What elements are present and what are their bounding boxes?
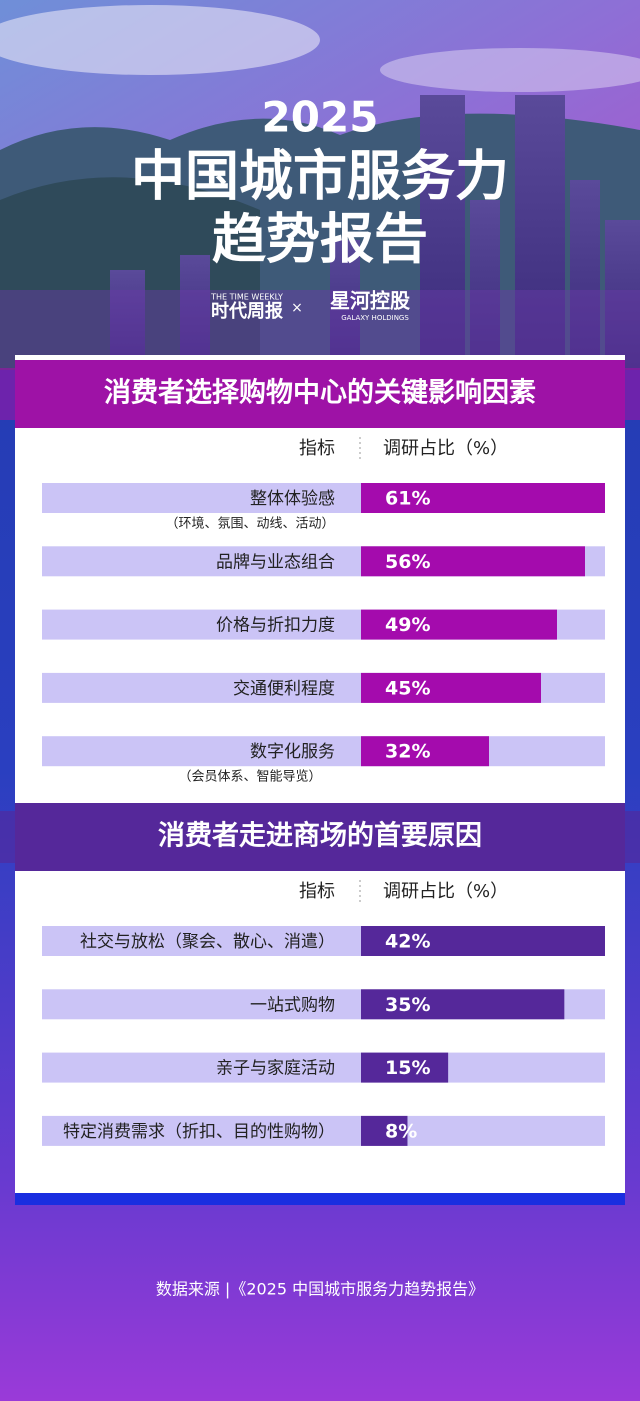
logo-separator: × <box>291 300 303 316</box>
cloud <box>0 5 320 75</box>
column-header: 调研占比（%） <box>383 881 508 902</box>
bar <box>361 1115 408 1146</box>
logo: 时代周报 <box>211 300 283 322</box>
category-label: 社交与放松（聚会、散心、消遣） <box>80 932 335 952</box>
category-label: 亲子与家庭活动 <box>216 1059 335 1079</box>
title-band <box>15 360 625 428</box>
logo-en: GALAXY HOLDINGS <box>341 314 409 322</box>
column-header: 调研占比（%） <box>383 438 508 459</box>
value-label: 45% <box>385 677 430 699</box>
cloud <box>380 48 640 92</box>
section-title: 消费者选择购物中心的关键影响因素 <box>104 377 536 409</box>
category-note: （会员体系、智能导览） <box>178 769 321 785</box>
value-label: 35% <box>385 994 430 1016</box>
category-label: 交通便利程度 <box>233 679 335 699</box>
bar <box>361 609 557 640</box>
category-note: （环境、氛围、动线、活动） <box>165 517 334 532</box>
value-label: 49% <box>385 614 430 636</box>
category-label: 价格与折扣力度 <box>216 616 335 636</box>
value-label: 61% <box>385 488 430 510</box>
category-label: 整体体验感 <box>250 489 335 509</box>
bar-track <box>42 1052 605 1083</box>
category-label: 数字化服务 <box>250 742 335 762</box>
bar <box>361 546 585 577</box>
panel-bottom-bar <box>15 1193 625 1205</box>
title-band <box>15 803 625 871</box>
bar <box>361 989 565 1020</box>
category-label: 品牌与业态组合 <box>216 552 335 572</box>
bar <box>361 672 541 703</box>
skyline <box>110 95 640 370</box>
bar <box>361 1052 449 1083</box>
section-title: 消费者走进商场的首要原因 <box>158 820 482 852</box>
source: 数据来源 |《2025 中国城市服务力趋势报告》 <box>156 1280 484 1299</box>
value-label: 42% <box>385 931 430 953</box>
value-label: 32% <box>385 741 430 763</box>
column-header: 指标 <box>299 438 335 459</box>
bar <box>361 483 605 513</box>
category-label: 一站式购物 <box>250 995 335 1015</box>
logo-en: THE TIME WEEKLY <box>210 293 283 302</box>
value-label: 8% <box>385 1120 417 1142</box>
category-label: 特定消费需求（折扣、目的性购物） <box>63 1122 335 1142</box>
logo: 星河控股 <box>330 289 410 313</box>
bar-track <box>42 1115 605 1146</box>
bar <box>361 926 605 956</box>
bar <box>361 736 489 767</box>
column-header: 指标 <box>299 881 335 902</box>
year: 2025 <box>262 93 379 142</box>
header-title: 2025 中国城市服务力 趋势报告 <box>131 93 509 271</box>
bar-track <box>42 736 605 767</box>
title-line: 中国城市服务力 <box>131 145 509 208</box>
value-label: 56% <box>385 551 430 573</box>
value-label: 15% <box>385 1057 430 1079</box>
title-line: 趋势报告 <box>212 208 428 271</box>
